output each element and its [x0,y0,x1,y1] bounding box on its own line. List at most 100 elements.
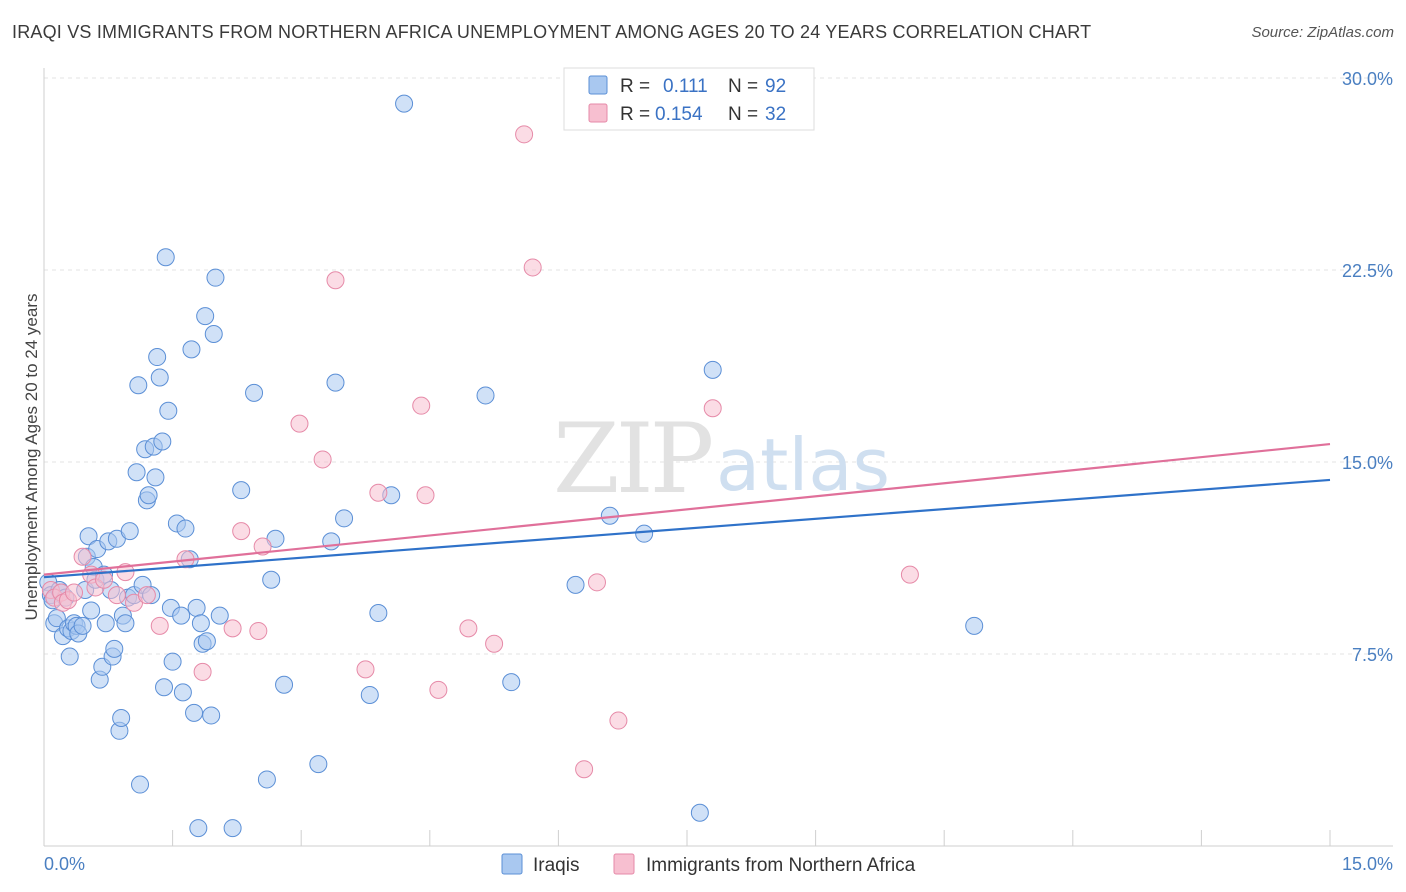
point-iraqis-49 [148,348,167,367]
bottom-legend-swatch-iraqis [501,853,523,875]
point-iraqis-83 [326,373,345,392]
point-iraqis-62 [182,340,201,359]
point-iraqis-64 [187,598,206,617]
point-iraqis-88 [395,94,414,113]
point-immigrants-27 [416,486,435,505]
point-immigrants-36 [703,399,722,418]
point-iraqis-95 [703,360,722,379]
point-iraqis-75 [232,481,251,500]
point-iraqis-66 [191,614,210,633]
point-immigrants-22 [313,450,332,469]
data-points [39,94,984,838]
point-iraqis-45 [139,486,158,505]
watermark-atlas: atlas [716,423,890,507]
point-iraqis-68 [196,307,215,326]
point-iraqis-56 [163,652,182,671]
legend-n-label-1: N = [728,76,758,97]
series-legend: Iraqis Immigrants from Northern Africa [501,853,916,876]
point-iraqis-81 [309,755,328,774]
y-tick-label-3: 30.0% [1342,69,1393,89]
point-immigrants-10 [107,586,126,605]
x-tick-label-min: 0.0% [44,854,85,874]
point-immigrants-18 [232,522,251,541]
point-immigrants-21 [290,414,309,433]
point-immigrants-26 [412,396,431,415]
point-iraqis-15 [73,616,92,635]
point-iraqis-65 [189,819,208,838]
point-immigrants-29 [459,619,478,638]
point-immigrants-19 [249,621,268,640]
point-iraqis-76 [245,383,264,402]
point-immigrants-5 [65,583,84,602]
point-iraqis-78 [262,570,281,589]
point-immigrants-25 [369,483,388,502]
point-iraqis-59 [173,683,192,702]
point-iraqis-41 [131,775,150,794]
point-iraqis-51 [153,432,172,451]
point-immigrants-31 [515,125,534,144]
point-iraqis-52 [155,678,174,697]
trend-line-immigrants [43,442,1331,576]
point-iraqis-4 [47,609,66,628]
point-immigrants-34 [587,573,606,592]
point-iraqis-35 [116,614,135,633]
point-iraqis-48 [146,468,165,487]
point-immigrants-14 [150,616,169,635]
point-immigrants-20 [253,537,272,556]
legend-r-value-1: 0.111 [663,76,708,97]
point-immigrants-24 [356,660,375,679]
point-iraqis-85 [360,685,379,704]
point-iraqis-53 [156,248,175,267]
point-iraqis-19 [82,601,101,620]
point-immigrants-30 [485,634,504,653]
point-iraqis-60 [176,519,195,538]
point-iraqis-73 [210,606,229,625]
legend-n-label-2: N = [728,104,758,125]
point-iraqis-63 [185,703,204,722]
y-tick-label-0: 7.5% [1352,645,1393,665]
point-immigrants-6 [73,547,92,566]
point-iraqis-50 [150,368,169,387]
bottom-legend-label-iraqis: Iraqis [533,855,579,876]
point-iraqis-10 [60,647,79,666]
legend-swatch-immigrants [588,103,608,123]
point-iraqis-96 [965,616,984,635]
point-immigrants-9 [95,570,114,589]
point-iraqis-74 [223,819,242,838]
y-tick-labels: 7.5% 15.0% 22.5% 30.0% [1342,69,1393,665]
point-iraqis-58 [172,606,191,625]
point-iraqis-26 [96,614,115,633]
watermark-zip: ZIP [553,403,712,515]
chart-title: IRAQI VS IMMIGRANTS FROM NORTHERN AFRICA… [12,22,1092,42]
x-tick-label-max: 15.0% [1342,854,1393,874]
point-iraqis-77 [257,770,276,789]
point-iraqis-90 [502,673,521,692]
point-iraqis-39 [127,463,146,482]
legend-n-value-1: 92 [765,76,786,97]
point-iraqis-91 [566,575,585,594]
point-immigrants-23 [326,271,345,290]
point-iraqis-33 [112,709,131,727]
point-iraqis-84 [335,509,354,528]
bottom-legend-swatch-immigrants [613,853,635,875]
point-immigrants-37 [900,565,919,584]
y-tick-label-2: 22.5% [1342,261,1393,281]
point-immigrants-17 [223,619,242,638]
point-iraqis-40 [129,376,148,395]
point-iraqis-82 [322,532,341,551]
legend-r-value-2: 0.154 [655,104,703,125]
point-iraqis-30 [105,639,124,658]
point-iraqis-37 [120,522,139,541]
legend-n-value-2: 32 [765,104,786,125]
point-immigrants-33 [575,760,594,779]
y-axis-label: Unemployment Among Ages 20 to 24 years [22,294,41,621]
point-iraqis-80 [275,675,294,694]
y-tick-label-1: 15.0% [1342,453,1393,473]
source-credit: Source: ZipAtlas.com [1251,24,1394,41]
point-iraqis-70 [202,706,221,725]
trend-line-iraqis [43,478,1331,579]
point-iraqis-69 [197,632,216,651]
bottom-legend-label-immigrants: Immigrants from Northern Africa [646,855,916,876]
stats-legend: R = 0.111 N = 92 R = 0.154 N = 32 [563,67,815,131]
point-iraqis-72 [206,268,225,287]
